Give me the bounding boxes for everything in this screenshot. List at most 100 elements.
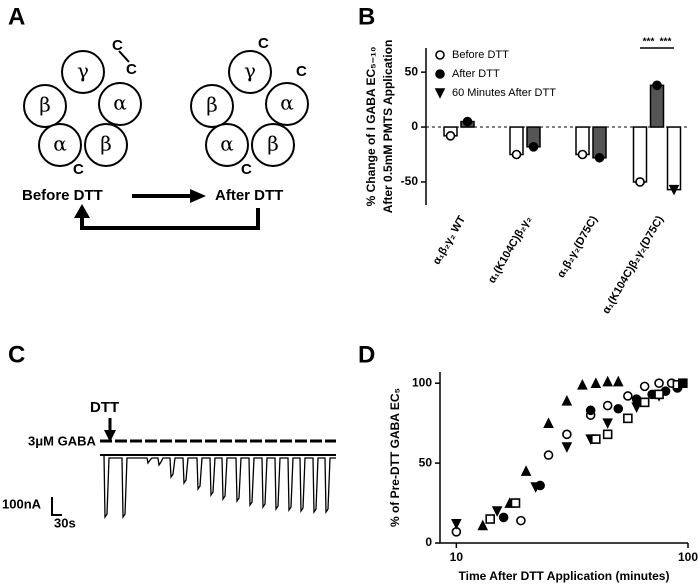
trace-line <box>100 454 336 520</box>
arrow-head <box>104 430 116 442</box>
significance-label: *** <box>643 37 655 48</box>
y-axis-label: % Change of I GABA EC₅₋₁₀ <box>364 47 378 207</box>
marker <box>477 519 489 531</box>
legend-label: Before DTT <box>452 49 509 61</box>
legend-label: After DTT <box>452 68 500 80</box>
marker <box>510 498 521 508</box>
marker <box>577 149 588 160</box>
bar <box>632 126 648 183</box>
marker <box>462 116 473 127</box>
cysteine: C <box>296 63 307 80</box>
legend-label: 60 Minutes After DTT <box>452 87 556 99</box>
arrow-head <box>190 189 206 203</box>
subunit: β <box>100 132 112 156</box>
subunit-ring <box>23 50 309 167</box>
marker <box>562 429 572 440</box>
marker <box>516 515 526 526</box>
marker <box>612 375 624 387</box>
state-label: Before DTT <box>22 187 103 204</box>
marker <box>530 482 541 493</box>
scale-bar <box>51 497 62 516</box>
marker <box>511 149 522 160</box>
cysteine: C <box>112 37 123 54</box>
marker <box>435 50 445 60</box>
marker <box>602 375 613 387</box>
x-tick-label: α₁β₂γ₂(D75C) <box>555 214 600 280</box>
marker <box>435 69 445 79</box>
marker <box>654 389 664 400</box>
marker <box>585 405 596 416</box>
subunit: α <box>280 91 294 115</box>
x-tick-label: α₁(K104C)β₂γ₂(D75C) <box>600 214 666 316</box>
subunit: β <box>39 93 51 117</box>
panel-label: D <box>358 341 375 368</box>
panel-label: B <box>358 3 375 30</box>
return-arrow <box>80 208 260 230</box>
subunit: α <box>220 132 234 156</box>
state-label: After DTT <box>215 187 283 204</box>
marker <box>577 378 588 390</box>
y-tick-label: 100 <box>412 375 432 389</box>
subunit: α <box>113 91 127 115</box>
significance-label: *** <box>660 37 672 48</box>
marker <box>602 400 613 411</box>
marker <box>491 506 503 517</box>
x-axis-label: Time After DTT Application (minutes) <box>459 569 670 583</box>
subunit: γ <box>77 59 89 83</box>
x-tick-label: 10 <box>450 550 464 564</box>
marker <box>520 465 532 476</box>
marker <box>635 177 645 187</box>
subunit: α <box>53 132 67 156</box>
bar <box>666 126 682 191</box>
cysteine: C <box>126 61 137 78</box>
marker <box>543 450 554 460</box>
subunit: β <box>206 93 218 117</box>
scale-current: 100nA <box>2 496 42 511</box>
marker <box>678 378 688 388</box>
drug-label: DTT <box>90 399 119 416</box>
marker <box>639 397 650 408</box>
marker <box>602 429 613 440</box>
marker <box>654 378 664 388</box>
marker <box>485 514 496 524</box>
y-tick-label: 0 <box>425 535 432 549</box>
marker <box>652 80 662 91</box>
marker <box>543 417 554 428</box>
x-tick-label: α₁(K104C)β₂γ₂ <box>486 214 534 285</box>
y-tick-label: 50 <box>419 455 433 469</box>
marker <box>445 131 456 141</box>
y-axis-label: After 0.5mM PMTS Application <box>381 40 395 214</box>
marker <box>590 377 602 388</box>
marker <box>668 184 680 196</box>
x-tick-label: α₁β₂γ₂ WT <box>431 214 469 267</box>
marker <box>498 512 509 523</box>
y-tick-label: 50 <box>405 64 419 78</box>
marker <box>451 519 462 530</box>
y-tick-label: 0 <box>411 119 418 133</box>
marker <box>561 442 573 453</box>
disulfide-bond <box>118 50 130 63</box>
panel-label: C <box>8 341 25 368</box>
agonist-label: 3μM GABA <box>28 433 97 448</box>
subunit: β <box>267 132 279 156</box>
x-tick-label: 100 <box>678 550 698 564</box>
marker <box>631 402 642 413</box>
marker <box>434 88 446 99</box>
marker <box>591 434 601 444</box>
y-tick-label: -50 <box>401 174 419 188</box>
y-axis-label: % of Pre-DTT GABA EC₅ <box>388 388 402 527</box>
cysteine: C <box>73 161 84 178</box>
scale-time: 30s <box>54 515 76 530</box>
marker <box>631 394 642 404</box>
marker <box>594 152 605 163</box>
marker <box>639 381 650 392</box>
cysteine: C <box>258 35 269 52</box>
marker <box>602 418 613 429</box>
cysteine: C <box>241 161 252 178</box>
marker <box>623 413 633 424</box>
current-trace <box>100 454 336 520</box>
marker <box>623 391 633 401</box>
bar <box>649 84 665 128</box>
marker <box>613 403 624 414</box>
